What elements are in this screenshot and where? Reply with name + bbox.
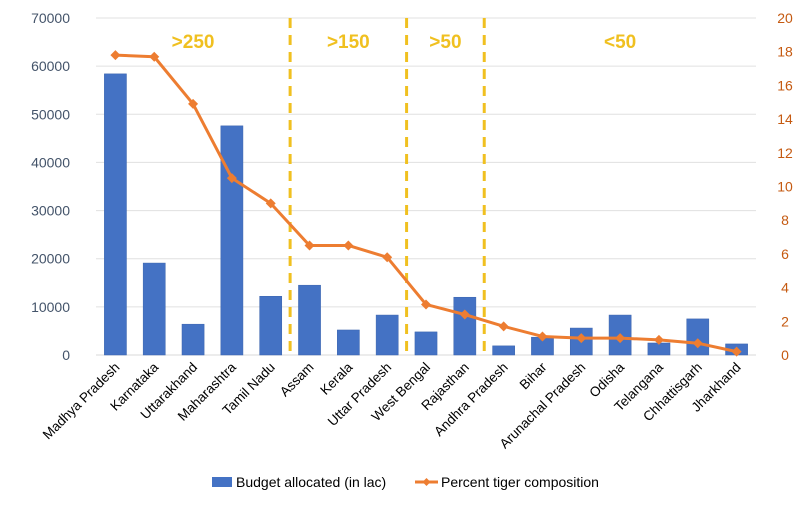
right-axis-tick-label: 6	[781, 246, 789, 262]
right-axis-tick-label: 18	[777, 44, 793, 60]
line-marker	[421, 299, 431, 310]
left-axis-tick-label: 50000	[31, 106, 70, 122]
band-label: >150	[327, 32, 370, 53]
right-axis-tick-label: 2	[781, 313, 789, 329]
right-axis-tick-label: 16	[777, 77, 793, 93]
legend-swatch-bar	[212, 477, 232, 487]
line-marker	[498, 321, 509, 332]
left-axis-tick-label: 30000	[31, 203, 70, 219]
left-axis-tick-label: 60000	[31, 58, 70, 74]
category-label: Assam	[277, 360, 317, 400]
band-label: >50	[429, 32, 461, 53]
bar	[453, 296, 477, 356]
band-label: >250	[172, 32, 215, 53]
line-marker	[615, 333, 626, 344]
line-marker	[188, 98, 199, 109]
bar	[181, 323, 205, 356]
line-marker	[692, 338, 703, 349]
right-axis-tick-label: 12	[777, 145, 793, 161]
line-marker	[343, 240, 354, 251]
line-marker	[653, 334, 664, 345]
category-label: Bihar	[517, 359, 550, 392]
bar	[375, 314, 399, 356]
band-label: <50	[604, 32, 636, 53]
bar	[104, 73, 127, 356]
bar	[298, 284, 321, 356]
left-axis-tick-label: 20000	[31, 251, 70, 267]
left-axis-tick-label: 40000	[31, 154, 70, 170]
right-axis-tick-label: 0	[781, 347, 789, 363]
right-axis-tick-label: 8	[781, 212, 789, 228]
left-axis-tick-label: 0	[62, 347, 70, 363]
line-marker	[265, 198, 276, 209]
bar	[337, 329, 360, 356]
legend-label: Percent tiger composition	[441, 474, 599, 490]
bar	[686, 318, 710, 356]
left-axis-tick-label: 10000	[31, 299, 70, 315]
line-marker	[110, 50, 121, 61]
line-marker	[576, 333, 587, 344]
line-marker	[537, 331, 548, 342]
line-marker	[459, 309, 470, 320]
bar	[259, 296, 283, 356]
line-marker	[149, 51, 160, 62]
right-axis-tick-label: 10	[777, 179, 793, 195]
line-marker	[382, 252, 393, 263]
right-axis-tick-label: 20	[777, 10, 793, 26]
category-label: Andhra Pradesh	[431, 360, 511, 440]
line-marker	[304, 240, 315, 251]
left-axis-tick-label: 70000	[31, 10, 70, 26]
legend-swatch-marker	[422, 478, 431, 486]
bar	[492, 345, 515, 356]
bar	[142, 262, 166, 356]
legend-label: Budget allocated (in lac)	[236, 474, 386, 490]
line-marker	[226, 173, 237, 184]
right-axis-tick-label: 4	[781, 280, 789, 296]
bar	[414, 331, 438, 356]
line-marker	[731, 346, 742, 357]
right-axis-tick-label: 14	[777, 111, 793, 127]
